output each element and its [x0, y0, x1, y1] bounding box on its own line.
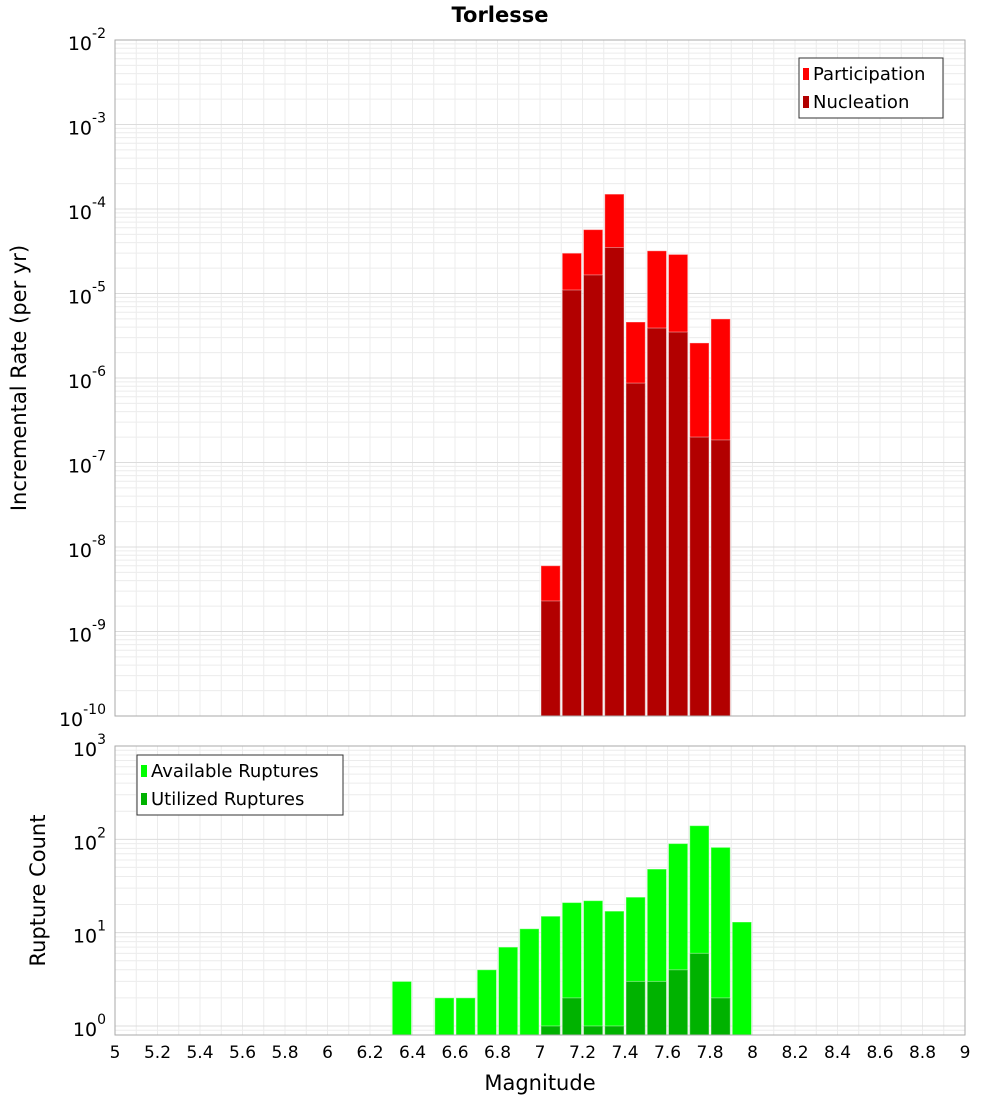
bar-utilized-ruptures [604, 1025, 625, 1036]
bar-utilized-ruptures [710, 997, 731, 1036]
y-tick-label: 10-10 [59, 702, 106, 731]
x-tick-label: 8.6 [866, 1043, 893, 1063]
x-tick-label: 5.8 [271, 1043, 298, 1063]
x-tick-label: 6.2 [356, 1043, 383, 1063]
bar-utilized-ruptures [689, 952, 710, 1036]
bar-available-ruptures [583, 900, 604, 1036]
chart-title: Torlesse [451, 3, 548, 27]
bar-utilized-ruptures [561, 997, 582, 1036]
bar-nucleation [604, 247, 625, 717]
y-tick-label: 102 [73, 825, 106, 854]
bar-utilized-ruptures [583, 1025, 604, 1036]
x-tick-label: 6.6 [441, 1043, 468, 1063]
bar-available-ruptures [476, 969, 497, 1036]
bar-nucleation [583, 274, 604, 717]
legend-label: Utilized Ruptures [151, 789, 304, 810]
x-tick-label: 6 [322, 1043, 333, 1063]
legend-swatch [141, 793, 147, 805]
legend-swatch [803, 96, 809, 108]
legend-box [136, 754, 344, 816]
x-tick-label: 8.4 [824, 1043, 851, 1063]
legend-label: Participation [813, 64, 925, 85]
x-tick-label: 7.4 [611, 1043, 638, 1063]
x-tick-label: 6.4 [399, 1043, 426, 1063]
x-tick-label: 8.8 [909, 1043, 936, 1063]
y-tick-label: 100 [73, 1012, 106, 1041]
bar-nucleation [668, 331, 689, 717]
legend-box [798, 57, 944, 119]
bar-available-ruptures [498, 946, 519, 1036]
y-tick-label: 10-2 [68, 26, 106, 55]
x-tick-label: 7.6 [654, 1043, 681, 1063]
x-tick-label: 5.2 [144, 1043, 171, 1063]
x-tick-label: 8.2 [781, 1043, 808, 1063]
legend: Available Ruptures Utilized Ruptures [136, 754, 344, 816]
bar-nucleation [561, 289, 582, 717]
bar-available-ruptures [434, 997, 455, 1036]
plot-frame [114, 745, 966, 1036]
bar-nucleation [689, 436, 710, 717]
legend: Participation Nucleation [798, 57, 944, 119]
y-tick-label: 10-7 [68, 449, 106, 478]
bar-available-ruptures [455, 997, 476, 1036]
y-tick-label: 101 [73, 919, 106, 948]
y-tick-label: 10-3 [68, 111, 106, 140]
bar-available-ruptures [731, 921, 752, 1036]
plot-frame [114, 39, 966, 717]
y-tick-label: 10-9 [68, 618, 106, 647]
y-tick-label: 10-6 [68, 364, 106, 393]
x-tick-label: 5.4 [186, 1043, 213, 1063]
rupture-count-plot: 103 102 101 100 Rupture Count Available Ruptu… [26, 732, 966, 1041]
bar-utilized-ruptures [646, 980, 667, 1036]
y-axis-label: Incremental Rate (per yr) [7, 245, 31, 511]
bar-utilized-ruptures [540, 1025, 561, 1036]
legend-swatch [803, 68, 809, 80]
x-tick-label: 5 [110, 1043, 121, 1063]
legend-swatch [141, 765, 147, 777]
x-tick-label: 5.6 [229, 1043, 256, 1063]
legend-label: Available Ruptures [151, 761, 319, 782]
bar-nucleation [646, 327, 667, 717]
y-tick-label: 10-5 [68, 280, 106, 309]
bar-available-ruptures [540, 915, 561, 1036]
bar-utilized-ruptures [668, 969, 689, 1036]
bar-nucleation [540, 600, 561, 717]
x-tick-label: 7.2 [569, 1043, 596, 1063]
y-tick-label: 10-8 [68, 533, 106, 562]
bar-nucleation [625, 382, 646, 717]
legend-label: Nucleation [813, 92, 909, 113]
bar-utilized-ruptures [625, 980, 646, 1036]
x-tick-label: 7 [535, 1043, 546, 1063]
y-tick-label: 10-4 [68, 195, 106, 224]
x-axis-label: Magnitude [484, 1071, 595, 1095]
x-tick-label: 7.8 [696, 1043, 723, 1063]
bar-available-ruptures [604, 910, 625, 1036]
bar-nucleation [710, 439, 731, 717]
y-tick-label: 103 [73, 732, 106, 761]
y-axis-label: Rupture Count [26, 815, 50, 967]
bar-available-ruptures [519, 928, 540, 1036]
bar-available-ruptures [391, 980, 412, 1036]
x-tick-label: 8 [747, 1043, 758, 1063]
rate-plot: 10-2 10-3 10-4 10-5 10-6 10-7 10-8 10-9 10-10 Inc… [7, 26, 966, 731]
x-tick-label: 9 [960, 1043, 971, 1063]
x-tick-label: 6.8 [484, 1043, 511, 1063]
